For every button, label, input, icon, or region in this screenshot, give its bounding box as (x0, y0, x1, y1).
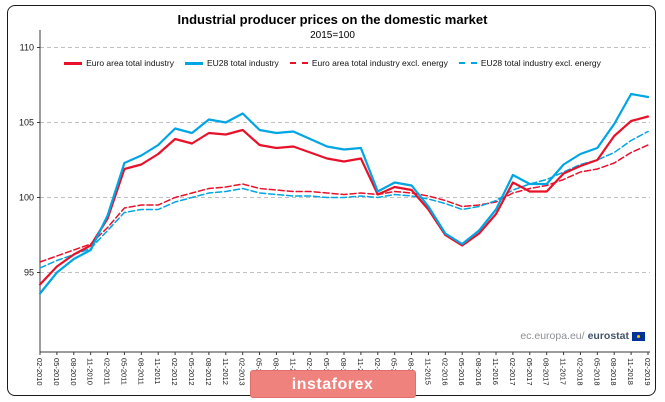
x-tick-label: 02-2017 (508, 358, 517, 386)
x-tick-label: 02-2012 (170, 358, 179, 386)
y-tick-label: 110 (20, 43, 34, 53)
instaforex-banner: instaforex (249, 370, 416, 398)
x-tick-label: 11-2015 (423, 358, 432, 385)
chart-title: Industrial producer prices on the domest… (177, 12, 488, 27)
chart-subtitle: 2015=100 (310, 30, 355, 41)
legend-label: EU28 total industry (206, 58, 279, 68)
x-tick-label: 08-2017 (542, 358, 551, 386)
x-tick-label: 05-2010 (52, 358, 61, 386)
x-tick-label: 02-2011 (103, 358, 112, 385)
x-tick-label: 08-2012 (204, 358, 213, 386)
series-path-0 (38, 115, 650, 286)
legend-line-sample (184, 61, 203, 65)
x-tick-label: 11-2012 (221, 358, 230, 385)
legend-item-euro-total: Euro area total industry (64, 58, 174, 68)
legend-item-eu28-total: EU28 total industry (184, 58, 279, 68)
x-tick-label: 05-2012 (187, 358, 196, 386)
x-tick-label: 08-2011 (136, 358, 145, 385)
x-tick-label: 02-2019 (643, 358, 652, 386)
y-tick-label: 105 (19, 118, 34, 128)
legend-item-eu28-excl-energy: EU28 total industry excl. energy (458, 58, 601, 68)
eu-flag-star (637, 334, 640, 338)
x-tick-label: 11-2016 (491, 358, 500, 385)
series-path-2 (39, 144, 649, 263)
x-tick-label: 08-2010 (69, 358, 78, 386)
x-tick-label: 08-2016 (474, 358, 483, 386)
x-tick-label: 11-2010 (86, 358, 95, 385)
x-tick-label: 05-2017 (525, 358, 534, 386)
legend-line-sample (458, 62, 477, 64)
x-tick-label: 02-2016 (440, 358, 449, 386)
legend-label: EU28 total industry excl. energy (480, 58, 601, 68)
eu-flag-icon (632, 331, 645, 341)
x-tick-label: 05-2016 (457, 358, 466, 386)
legend-label: Euro area total industry excl. energy (311, 58, 448, 68)
x-tick-label: 05-2018 (592, 358, 601, 386)
series-path-3 (39, 130, 649, 269)
x-tick-label: 02-2018 (575, 358, 584, 386)
legend-line-sample (64, 61, 83, 65)
legend: Euro area total industry EU28 total indu… (18, 58, 647, 68)
watermark-brand: eurostat (587, 330, 629, 342)
x-tick-label: 02-2010 (35, 358, 44, 386)
y-tick-label: 100 (19, 193, 34, 203)
x-tick-label: 05-2011 (119, 358, 128, 385)
x-tick-label: 08-2018 (609, 358, 618, 386)
watermark-prefix: ec.europa.eu/ (520, 330, 585, 342)
series-path-1 (38, 92, 650, 295)
legend-line-sample (289, 62, 308, 64)
x-tick-label: 11-2017 (559, 358, 568, 385)
x-tick-label: 11-2011 (153, 358, 162, 384)
x-tick-label: 02-2013 (238, 358, 247, 386)
watermark: ec.europa.eu/eurostat (520, 330, 645, 342)
x-tick-label: 11-2018 (626, 358, 635, 385)
y-tick-label: 95 (24, 268, 34, 278)
legend-item-euro-excl-energy: Euro area total industry excl. energy (289, 58, 448, 68)
legend-label: Euro area total industry (86, 58, 174, 68)
